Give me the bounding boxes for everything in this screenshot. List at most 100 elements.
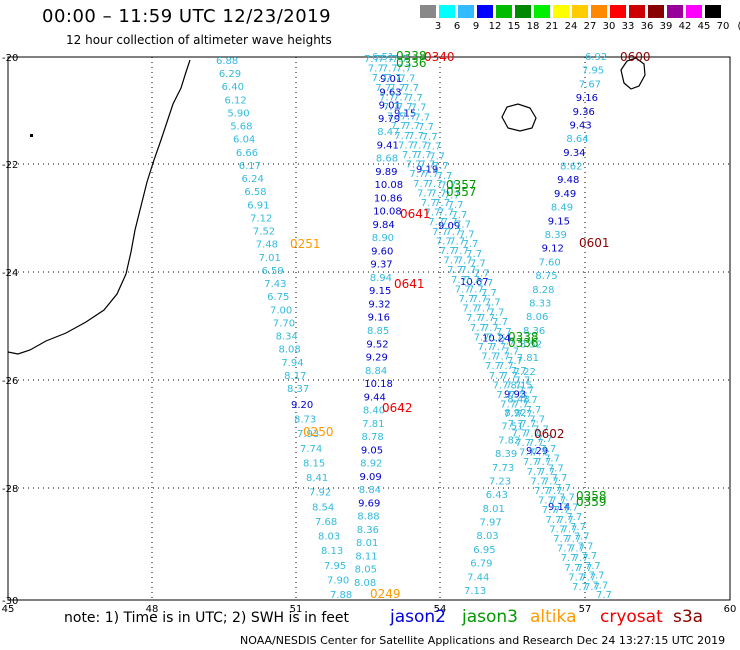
swh-value: 9.60: [371, 246, 393, 257]
swh-band: 7.7: [477, 278, 493, 289]
coastline: [7, 59, 191, 355]
swh-band: 7.7: [553, 534, 569, 545]
swh-band: 7.7: [385, 73, 401, 84]
swh-value: 6.17: [239, 161, 261, 172]
swh-band: 7.7: [508, 419, 524, 430]
swh-band: 7.7: [418, 122, 434, 133]
swh-band: 7.7: [568, 572, 584, 583]
swh-value: 6.75: [267, 292, 289, 303]
swh-value: 7.43: [264, 279, 286, 290]
swh-band: 7.7: [375, 83, 391, 94]
swh-band: 7.7: [425, 142, 441, 153]
swh-band: 7.7: [522, 395, 538, 406]
swh-band: 7.7: [511, 366, 527, 377]
swh-value: 8.17: [284, 371, 306, 382]
swh-value: 6.04: [233, 135, 255, 146]
swh-band: 7.7: [549, 524, 565, 535]
swh-value: 7.01: [259, 253, 281, 264]
legend-swatch: [705, 5, 721, 18]
swh-value: 7.23: [489, 476, 511, 487]
swh-band: 7.7: [558, 515, 574, 526]
swh-value: 10.08: [373, 207, 402, 218]
swh-value: 6.12: [225, 95, 247, 106]
swh-band: 7.7: [368, 64, 384, 75]
swh-value: 9.01: [379, 101, 401, 112]
swh-band: 7.7: [477, 342, 493, 353]
swh-band: 7.7: [400, 112, 416, 123]
swh-band: 7.7: [517, 409, 533, 420]
swh-band: 7.7: [412, 140, 428, 151]
swh-band: 7.7: [379, 92, 395, 103]
swh-band: 7.7: [565, 534, 581, 545]
swh-value: 7.81: [362, 419, 384, 430]
lon-label: 57: [579, 604, 592, 615]
swh-band: 7.7: [523, 457, 539, 468]
swh-value: 8.41: [306, 473, 328, 484]
swh-value: 8.62: [560, 162, 582, 173]
swh-value: 9.63: [379, 87, 401, 98]
swh-band: 7.7: [557, 544, 573, 555]
swh-value: 7.95: [582, 66, 604, 77]
swh-value: 10.08: [375, 180, 404, 191]
swh-band: 7.7: [581, 551, 597, 562]
swh-value: 6.59: [261, 266, 283, 277]
swh-band: 7.7: [569, 544, 585, 555]
swh-value: 8.06: [526, 312, 548, 323]
swh-band: 7.7: [538, 496, 554, 507]
sat-label-cryosat: cryosat: [600, 607, 663, 627]
swh-value: 6.79: [470, 559, 492, 570]
legend-label: 3: [434, 21, 442, 32]
swh-value: 8.39: [495, 449, 517, 460]
map-frame: [7, 56, 731, 601]
swh-band: 7.7: [409, 169, 425, 180]
swh-band: 7.7: [451, 275, 467, 286]
swh-band: 7.7: [466, 249, 482, 260]
swh-band: 7.7: [489, 371, 505, 382]
swh-band: 7.7: [563, 502, 579, 513]
swh-value: 7.44: [467, 572, 489, 583]
swh-band: 7.7: [419, 160, 435, 171]
swh-band: 7.7: [390, 121, 406, 132]
swh-value: 6.51: [372, 52, 394, 63]
swh-band: 7.7: [425, 208, 441, 219]
swh-band: 7.7: [487, 332, 503, 343]
swh-band: 7.7: [413, 179, 429, 190]
sat-label-jason3: jason3: [462, 607, 518, 627]
swh-band: 7.7: [518, 385, 534, 396]
swh-band: 7.7: [485, 298, 501, 309]
swh-band: 7.7: [544, 454, 560, 465]
swh-value: 9.05: [361, 445, 383, 456]
swh-value: 9.79: [378, 114, 400, 125]
swh-band: 7.7: [542, 505, 558, 516]
lat-label: -30: [2, 596, 18, 607]
swh-value: 8.03: [318, 532, 340, 543]
legend-swatch: [572, 5, 588, 18]
swh-band: 7.7: [453, 246, 469, 257]
swh-value: 9.41: [377, 140, 399, 151]
swh-band: 7.7: [529, 415, 545, 426]
swh-value: 9.16: [368, 313, 390, 324]
swh-band: 7.7: [442, 217, 458, 228]
swh-value: 9.12: [542, 244, 564, 255]
swh-band: 7.7: [393, 92, 409, 103]
swh-band: 7.7: [505, 380, 521, 391]
swh-value: 8.11: [355, 551, 377, 562]
swh-band: 7.7: [457, 256, 473, 267]
swh-band: 7.7: [372, 73, 388, 84]
swh-band: 7.7: [397, 102, 413, 113]
swh-band: 7.7: [572, 582, 588, 593]
swh-value: 8.90: [372, 233, 394, 244]
swh-band: 7.7: [524, 428, 540, 439]
swh-band: 7.7: [500, 337, 516, 348]
time-label: 0338: [396, 49, 427, 63]
swh-band: 7.7: [540, 444, 556, 455]
swh-band: 7.7: [580, 572, 596, 583]
map-subtitle: 12 hour collection of altimeter wave hei…: [66, 33, 332, 47]
legend-label: 6: [453, 21, 461, 32]
swh-band: 7.7: [451, 210, 467, 221]
legend-label: 27: [583, 21, 597, 32]
swh-value: 7.67: [579, 79, 601, 90]
swh-band: 7.7: [423, 169, 439, 180]
lat-label: -28: [2, 484, 18, 495]
swh-band: 7.7: [513, 400, 529, 411]
